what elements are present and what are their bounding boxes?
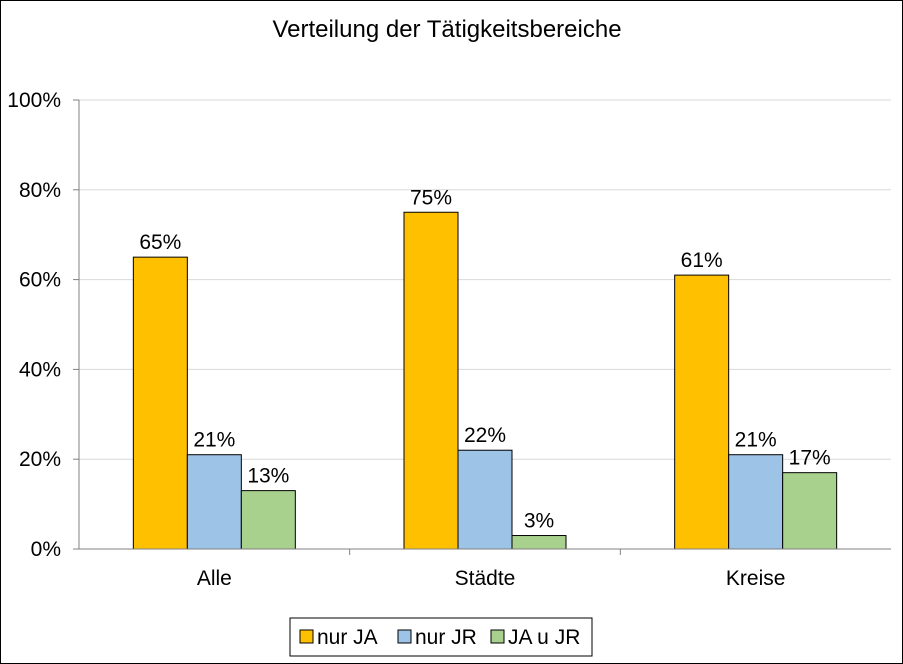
bar-ja-u-jr-städte <box>511 535 567 550</box>
y-tick-label: 100% <box>7 89 61 112</box>
bar-nur-ja-alle <box>132 256 188 550</box>
legend-box <box>289 617 593 657</box>
legend: nur JA nur JR JA u JR <box>289 617 593 657</box>
data-label: 22% <box>464 424 506 447</box>
data-label: 75% <box>410 186 452 209</box>
legend-label: nur JR <box>415 626 477 649</box>
data-label: 65% <box>139 231 181 254</box>
y-tick-label: 20% <box>19 448 61 471</box>
legend-swatch-nur-jr <box>397 629 412 644</box>
legend-swatch-ja-u-jr <box>490 629 505 644</box>
bar-nur-jr-kreise <box>728 454 784 550</box>
data-label: 61% <box>681 249 723 272</box>
bar-ja-u-jr-alle <box>240 490 296 550</box>
bar-nur-ja-städte <box>403 211 459 550</box>
data-label: 21% <box>735 429 777 452</box>
bar-nur-jr-alle <box>186 454 242 550</box>
data-label: 3% <box>524 510 554 533</box>
bar-nur-ja-kreise <box>674 274 730 550</box>
x-axis-ticks: Alle Städte Kreise <box>197 549 786 590</box>
y-tick-label: 60% <box>19 269 61 292</box>
bar-ja-u-jr-kreise <box>782 472 838 550</box>
y-tick-label: 0% <box>31 538 61 561</box>
data-label: 13% <box>247 465 289 488</box>
y-axis-ticks: 0% 20% 40% 60% 80% 100% <box>7 89 79 561</box>
x-tick-label: Städte <box>455 567 516 590</box>
bar-nur-jr-städte <box>457 449 513 550</box>
legend-label: nur JA <box>317 626 378 649</box>
bars <box>132 211 838 550</box>
data-labels: 65% 21% 13% 75% 22% 3% 61% 21% 17% <box>139 186 830 532</box>
legend-swatch-nur-ja <box>299 629 314 644</box>
data-label: 21% <box>193 429 235 452</box>
x-tick-label: Kreise <box>726 567 786 590</box>
gridlines <box>79 99 891 460</box>
legend-label: JA u JR <box>508 626 580 649</box>
data-label: 17% <box>789 447 831 470</box>
x-tick-label: Alle <box>197 567 232 590</box>
y-tick-label: 80% <box>19 179 61 202</box>
chart-title: Verteilung der Tätigkeitsbereiche <box>272 16 621 43</box>
y-tick-label: 40% <box>19 358 61 381</box>
